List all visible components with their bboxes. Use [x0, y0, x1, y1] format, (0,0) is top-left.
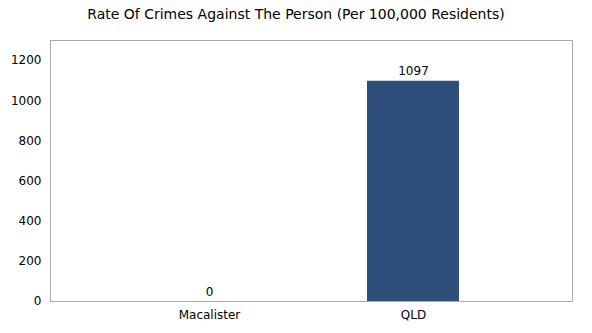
- svg-text:Macalister: Macalister: [179, 308, 241, 322]
- svg-text:1000: 1000: [11, 94, 42, 108]
- svg-text:0: 0: [206, 285, 214, 299]
- svg-text:200: 200: [19, 254, 42, 268]
- svg-text:0: 0: [34, 294, 42, 308]
- svg-text:400: 400: [19, 214, 42, 228]
- svg-text:1200: 1200: [11, 53, 42, 67]
- html-text:Rate Of Crimes Against The Per: Rate Of Crimes Against The Person (Per 1…: [87, 6, 505, 22]
- svg-text:QLD: QLD: [401, 308, 426, 322]
- svg-text:800: 800: [19, 134, 42, 148]
- svg-text:600: 600: [19, 174, 42, 188]
- svg-text:1097: 1097: [398, 64, 429, 78]
